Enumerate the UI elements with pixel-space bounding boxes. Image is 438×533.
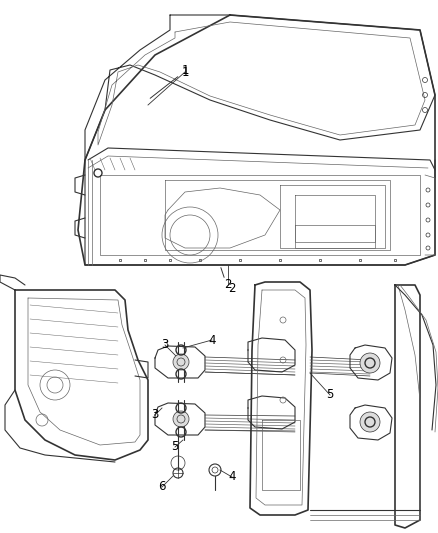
Text: 3: 3 <box>151 408 159 422</box>
Text: 5: 5 <box>171 440 179 454</box>
Text: 2: 2 <box>224 278 232 290</box>
Circle shape <box>360 412 380 432</box>
Text: 5: 5 <box>326 389 334 401</box>
Text: 2: 2 <box>228 281 236 295</box>
Circle shape <box>173 354 189 370</box>
Text: 3: 3 <box>161 338 169 351</box>
Text: 1: 1 <box>181 63 189 77</box>
Text: 1: 1 <box>181 66 189 78</box>
Text: 4: 4 <box>208 334 216 346</box>
Text: 6: 6 <box>158 481 166 494</box>
Text: 4: 4 <box>228 471 236 483</box>
Circle shape <box>360 353 380 373</box>
Circle shape <box>173 411 189 427</box>
